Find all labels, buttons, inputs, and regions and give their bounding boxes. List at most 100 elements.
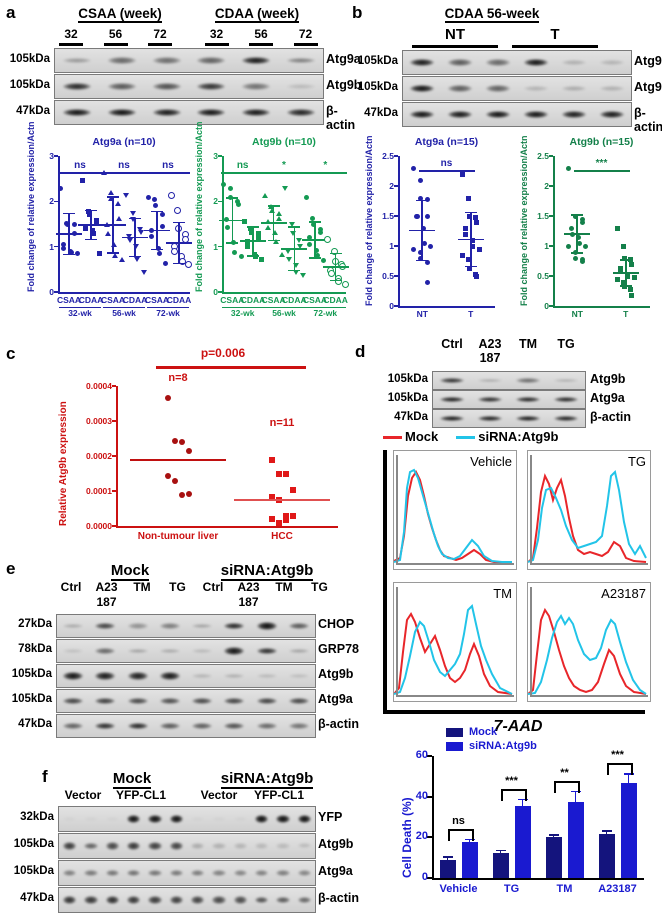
data-point: [94, 220, 100, 226]
legend-swatch-siRNA:Atg9b: [446, 741, 463, 751]
blot-band: [255, 843, 269, 849]
legend-swatch-Mock: [446, 727, 463, 737]
blot-band: [516, 415, 540, 422]
panel-e-group-left-label: Mock: [110, 562, 150, 581]
data-point: [249, 229, 254, 235]
group-underline: [263, 307, 305, 309]
blot-band: [256, 697, 277, 705]
group-label: 56-wk: [112, 308, 136, 318]
bar-TM-siRNA:Atg9b: [567, 801, 584, 878]
bar-errorcap: [570, 790, 581, 793]
blot-band: [297, 896, 311, 904]
blot-kda-label: 105kDa: [387, 391, 428, 404]
data-point: [321, 257, 327, 263]
data-point: [72, 230, 78, 236]
data-point: [231, 249, 237, 255]
y-tick-label: 0: [213, 287, 218, 297]
blot-background: [433, 391, 585, 408]
y-tick-label: 0.5: [382, 271, 394, 281]
y-tick: [549, 275, 553, 277]
data-point: [171, 247, 179, 255]
barchart-legend-siRNA:Atg9b: siRNA:Atg9b: [446, 740, 537, 752]
y-tick: [54, 155, 58, 157]
data-point: [79, 178, 85, 184]
blot-band: [524, 58, 548, 67]
blot-protein-label: Atg9b: [318, 667, 354, 681]
blot-band: [297, 869, 311, 876]
blot-band: [148, 842, 162, 850]
error-cap: [267, 205, 280, 207]
y-tick: [54, 200, 58, 203]
data-point: [476, 246, 482, 252]
panel-f-group-right-label: siRNA:Atg9b: [220, 770, 314, 789]
y-axis-label: Fold change of relative expression/Actn: [26, 121, 36, 292]
y-tick: [218, 155, 222, 157]
bar-x-tick-label-A23187: A23187: [598, 883, 637, 895]
bar-Vehicle-siRNA:Atg9b: [461, 842, 478, 878]
facs-curve-red: [394, 470, 512, 563]
panel-a-lane-56-1: 56: [108, 27, 123, 41]
y-tick: [394, 185, 398, 187]
error-cap: [267, 239, 280, 242]
blot-background: [433, 372, 585, 389]
blot-band: [127, 814, 141, 824]
panel-e-lane-6: TM: [275, 580, 293, 594]
error-bar: [314, 221, 316, 258]
blot-band: [478, 396, 502, 403]
panel-a-lane-32-0: 32: [64, 27, 78, 41]
y-tick: [112, 455, 116, 457]
data-point: [86, 208, 92, 214]
panel-f-lane-labels: Vector YFP-CL1 Vector YFP-CL1: [0, 786, 380, 806]
blot-band: [256, 647, 277, 655]
y-tick-label: 0.0002: [86, 451, 112, 461]
chart-title: Atg9b (n=15): [569, 136, 634, 148]
data-point: [171, 437, 178, 444]
blot-row-β-actin: [402, 102, 632, 127]
error-cap: [226, 242, 239, 244]
facs-curve-cyan: [528, 470, 647, 563]
bar-x-tick-label-TG: TG: [503, 883, 520, 895]
facs-plot-TM: TM: [393, 582, 517, 702]
data-point: [136, 226, 143, 232]
facs-curves: [394, 604, 513, 695]
significance-label: ns: [162, 160, 174, 171]
x-tick-label: CSAA: [144, 295, 170, 305]
blot-row-Atg9b: [432, 371, 586, 390]
blot-band: [288, 673, 309, 679]
panel-a-letter: a: [6, 3, 16, 22]
blot-band: [159, 672, 180, 680]
blot-band: [410, 84, 434, 93]
data-point: [111, 241, 118, 247]
blot-band: [288, 648, 309, 654]
y-tick: [112, 420, 116, 422]
facs-plot-label-TM: TM: [493, 586, 512, 601]
blot-band: [191, 896, 205, 904]
data-point: [271, 230, 278, 236]
panel-e-lane-3: TG: [169, 580, 186, 594]
bar-y-axis-label: Cell Death (%): [400, 797, 414, 878]
blot-band: [127, 722, 148, 730]
significance-bar: [102, 172, 146, 174]
data-point: [235, 202, 241, 208]
y-tick-label: 1: [213, 241, 218, 252]
blot-band: [192, 623, 213, 629]
blot-band: [127, 896, 141, 904]
bar-TG-Mock: [492, 852, 509, 878]
blot-band: [224, 722, 245, 730]
blot-kda-label: 105kDa: [13, 865, 54, 877]
bar-y-tick: [427, 795, 432, 798]
panel-e-lane-labels: Ctrl A23 TM TG Ctrl A23 TM TG 187 187: [0, 578, 380, 612]
error-cap: [63, 253, 75, 256]
data-point: [248, 226, 254, 232]
panel-d-legend: Mock siRNA:Atg9b: [383, 428, 655, 446]
significance-label: ns: [440, 158, 453, 169]
blot-band: [127, 648, 148, 654]
data-point: [425, 279, 431, 285]
blot-band: [516, 378, 540, 383]
error-bar: [334, 253, 337, 281]
panel-b-t-underline: [512, 45, 598, 48]
panel-e-lane-4: Ctrl: [202, 580, 224, 594]
legend-label-Mock: Mock: [405, 429, 439, 444]
blot-band: [84, 842, 98, 850]
data-point: [65, 221, 70, 227]
